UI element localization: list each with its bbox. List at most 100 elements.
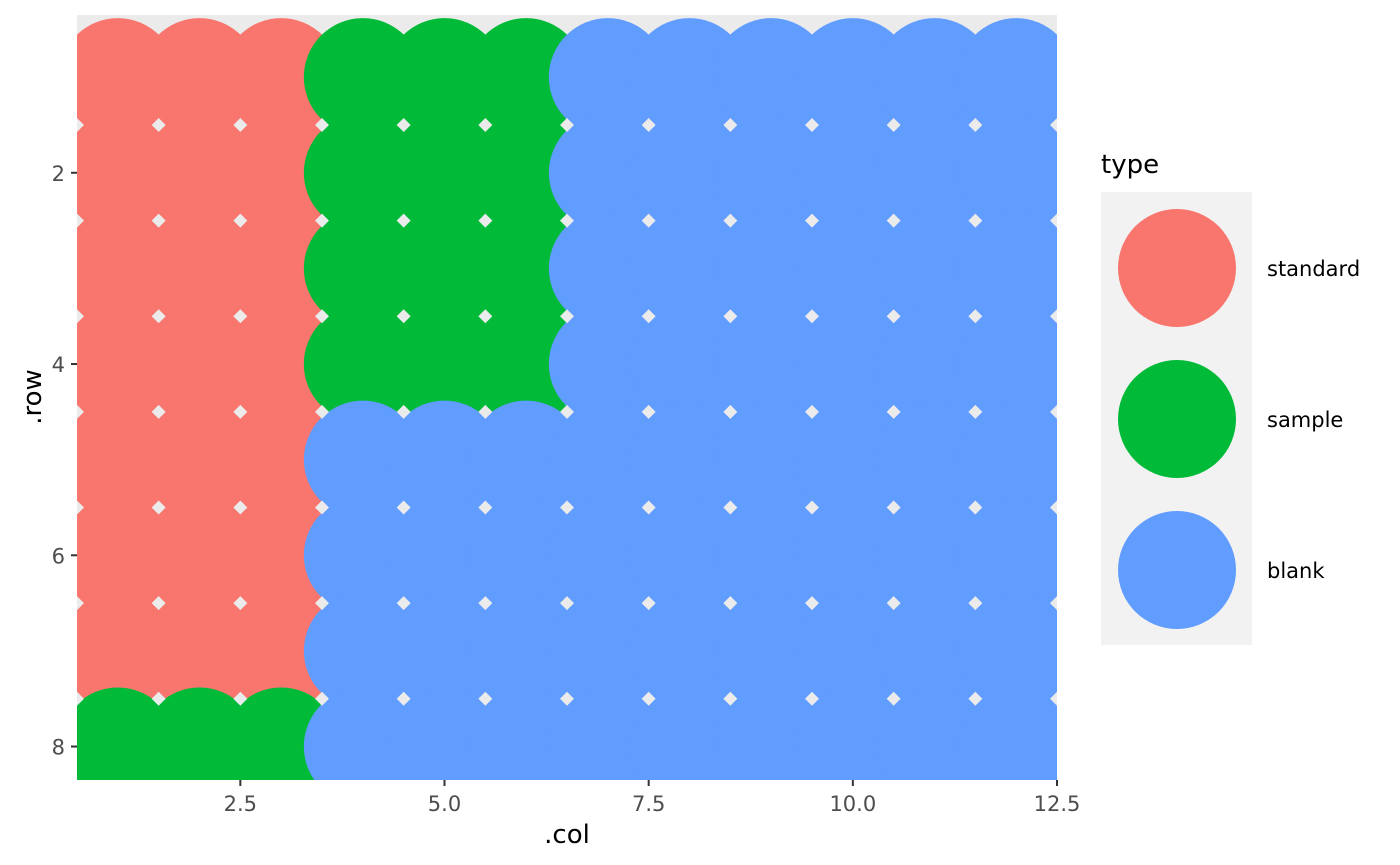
well-point-sample	[467, 113, 586, 232]
well-point-sample	[467, 305, 586, 424]
well-point-standard	[140, 591, 259, 710]
well-point-standard	[140, 305, 259, 424]
y-tick-label: 6	[52, 544, 65, 568]
well-point-sample	[467, 18, 586, 137]
well-point-blank	[875, 305, 994, 424]
grid-gap-mark	[151, 500, 166, 515]
well-point-standard	[140, 113, 259, 232]
well-point-blank	[467, 400, 586, 519]
well-point-blank	[548, 400, 667, 519]
grid-gap-mark	[478, 309, 493, 324]
grid-gap-mark	[77, 117, 84, 132]
grid-gap-mark	[805, 117, 819, 132]
grid-gap-mark	[968, 404, 983, 419]
well-point-blank	[630, 113, 749, 232]
well-point-blank	[875, 496, 994, 615]
grid-gap-mark	[560, 309, 574, 324]
grid-gap-mark	[1050, 117, 1057, 132]
grid-gap-mark	[77, 404, 84, 419]
well-point-standard	[222, 400, 341, 519]
grid-gap-mark	[560, 117, 574, 132]
grid-gap-mark	[315, 117, 329, 132]
well-point-sample	[385, 209, 504, 328]
grid-gap-mark	[233, 691, 248, 706]
well-point-blank	[712, 400, 831, 519]
grid-gap-mark	[968, 213, 983, 228]
well-point-blank	[712, 591, 831, 710]
grid-gap-mark	[723, 691, 738, 706]
well-point-standard	[140, 18, 259, 137]
grid-gap-mark	[886, 213, 901, 228]
well-point-blank	[303, 591, 422, 710]
well-point-blank	[793, 400, 912, 519]
well-point-sample	[385, 113, 504, 232]
well-point-standard	[140, 400, 259, 519]
grid-gap-mark	[968, 117, 983, 132]
well-point-blank	[630, 305, 749, 424]
well-point-standard	[222, 113, 341, 232]
grid-gap-mark	[886, 691, 901, 706]
well-point-blank	[712, 18, 831, 137]
grid-gap-mark	[723, 213, 738, 228]
legend-label-sample: sample	[1267, 408, 1343, 432]
y-tick-label: 4	[52, 353, 65, 377]
grid-gap-mark	[805, 213, 819, 228]
well-point-blank	[793, 113, 912, 232]
grid-gap-mark	[396, 596, 411, 611]
grid-gap-mark	[151, 691, 166, 706]
grid-gap-mark	[886, 404, 901, 419]
grid-gap-mark	[315, 596, 329, 611]
grid-gap-mark	[396, 404, 411, 419]
grid-gap-mark	[641, 500, 656, 515]
grid-gap-mark	[233, 309, 248, 324]
grid-gap-mark	[151, 596, 166, 611]
grid-gap-mark	[478, 404, 493, 419]
grid-gap-mark	[805, 309, 819, 324]
well-point-blank	[630, 496, 749, 615]
grid-gap-mark	[478, 596, 493, 611]
grid-gap-mark	[1050, 404, 1057, 419]
well-point-sample	[385, 18, 504, 137]
legend-label-blank: blank	[1267, 559, 1325, 583]
grid-gap-mark	[478, 691, 493, 706]
legend-key-blank	[1118, 511, 1236, 629]
well-point-standard	[222, 591, 341, 710]
grid-gap-mark	[396, 691, 411, 706]
well-point-blank	[630, 591, 749, 710]
well-point-standard	[140, 209, 259, 328]
well-point-blank	[630, 400, 749, 519]
x-tick-label: 10.0	[829, 792, 876, 816]
grid-gap-mark	[1050, 500, 1057, 515]
grid-gap-mark	[723, 500, 738, 515]
x-axis-title: .col	[544, 820, 590, 850]
legend-title: type	[1101, 150, 1159, 180]
well-point-blank	[793, 305, 912, 424]
well-point-blank	[875, 591, 994, 710]
well-point-blank	[957, 591, 1057, 710]
grid-gap-mark	[1050, 309, 1057, 324]
y-axis: 2 4 6 8	[52, 162, 77, 760]
grid-gap-mark	[77, 500, 84, 515]
grid-gap-mark	[560, 691, 574, 706]
points-layer	[77, 18, 1057, 780]
grid-gap-mark	[77, 691, 84, 706]
well-point-blank	[957, 113, 1057, 232]
well-point-blank	[793, 496, 912, 615]
well-point-blank	[957, 496, 1057, 615]
grid-gap-mark	[968, 309, 983, 324]
x-tick-label: 12.5	[1034, 792, 1081, 816]
well-point-blank	[630, 209, 749, 328]
x-tick-label: 5.0	[428, 792, 461, 816]
grid-gap-mark	[151, 404, 166, 419]
well-point-sample	[303, 18, 422, 137]
well-point-standard	[222, 496, 341, 615]
grid-gap-mark	[641, 596, 656, 611]
grid-gap-mark	[396, 117, 411, 132]
well-point-blank	[875, 18, 994, 137]
grid-gap-mark	[77, 309, 84, 324]
y-axis-title: .row	[18, 369, 48, 425]
well-point-blank	[548, 305, 667, 424]
well-point-blank	[630, 18, 749, 137]
well-point-blank	[957, 18, 1057, 137]
